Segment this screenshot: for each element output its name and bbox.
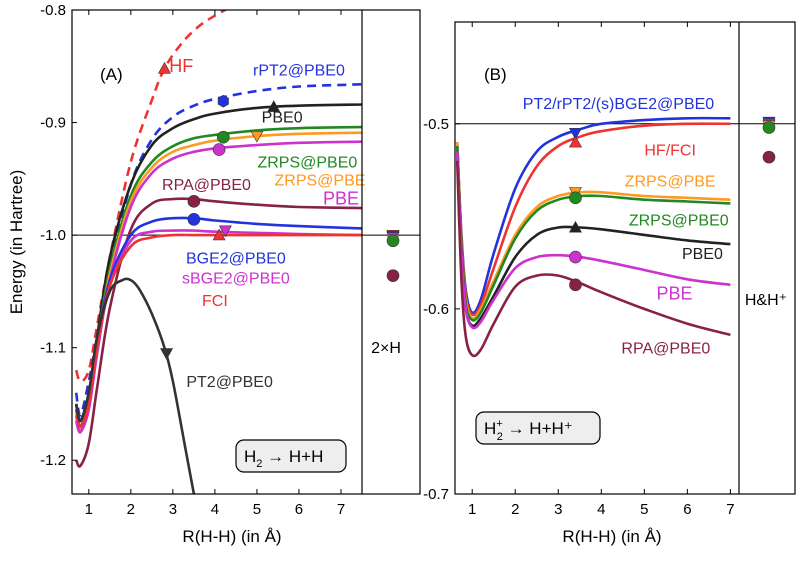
x-tick-label: 1 — [85, 501, 93, 518]
series-label-pt2-pbe0: PT2@PBE0 — [186, 374, 273, 391]
series-label-zrps-pbe0: ZRPS@PBE0 — [629, 213, 729, 230]
series-label-hf-fci: HF/FCI — [644, 142, 696, 159]
limit-marker-3 — [762, 121, 776, 134]
reaction-box: H+ 2 → H+H⁺ — [475, 411, 601, 445]
reaction-text: H+ 2 → H+H⁺ — [484, 418, 573, 443]
series-marker-zrps-pbe — [250, 130, 264, 143]
series-marker-rpa-pbe0 — [569, 278, 582, 292]
side-panel-label: H&H⁺ — [745, 292, 787, 309]
limit-marker-4 — [386, 234, 400, 248]
series-marker-pbe — [212, 143, 226, 156]
series-markers — [568, 127, 582, 292]
series-label-pbe0: PBE0 — [262, 110, 303, 127]
series-label-rpt2-pbe0: rPT2@PBE0 — [253, 62, 345, 79]
axes-frame — [71, 9, 421, 495]
x-tick-label: 1 — [468, 501, 476, 518]
series-line-rpa-pbe0 — [455, 160, 731, 358]
series-line-fci — [74, 233, 362, 428]
series-marker-hf — [157, 61, 171, 74]
series-line-pbe — [455, 151, 731, 330]
x-tick-label: 5 — [253, 501, 261, 518]
axes-frame — [454, 21, 796, 495]
series-marker-zrps-pbe0 — [569, 191, 582, 205]
series-marker-fci — [212, 228, 226, 241]
y-axis-label: Energy (in Hartree) — [7, 170, 26, 315]
series-label-rpa-pbe0: RPA@PBE0 — [621, 340, 710, 357]
series-label-zrps-pbe0: ZRPS@PBE0 — [257, 155, 357, 172]
x-axis-label: R(H-H) (in Å) — [182, 527, 281, 546]
series-marker-rpa-pbe0 — [187, 195, 201, 208]
series-marker-pbe — [569, 250, 582, 264]
x-tick-label: 6 — [295, 501, 303, 518]
series-label-fci: FCI — [202, 293, 228, 310]
series-line-rpa-pbe0 — [75, 197, 362, 468]
y-tick-label: -0.7 — [423, 486, 449, 503]
x-tick-label: 4 — [597, 501, 605, 518]
y-tick-label: -1.1 — [40, 340, 66, 357]
series-label-sbge2-pbe0: sBGE2@PBE0 — [182, 271, 290, 288]
x-tick-label: 2 — [511, 501, 519, 518]
series-curves — [455, 116, 731, 358]
panel-label: (B) — [484, 65, 507, 84]
x-tick-label: 3 — [554, 501, 562, 518]
series-label-zrps-pbe: ZRPS@PBE — [625, 174, 716, 191]
series-marker-sbge2-pbe0 — [218, 225, 232, 238]
series-marker-rpt2-pbe0 — [217, 94, 229, 108]
series-marker-pt2-rpt2-s-bge2-pbe0 — [568, 127, 582, 140]
y-tick-label: -0.8 — [40, 2, 66, 19]
series-label-bge2-pbe0: BGE2@PBE0 — [186, 250, 286, 267]
series-markers — [157, 61, 281, 360]
x-tick-label: 4 — [211, 501, 219, 518]
series-label-pbe: PBE — [656, 284, 692, 304]
y-tick-label: -0.9 — [40, 115, 66, 132]
series-marker-hf-fci — [568, 135, 582, 148]
y-tick-label: -0.5 — [423, 116, 449, 133]
y-tick-label: -0.6 — [423, 301, 449, 318]
series-label-hf: HF — [169, 56, 193, 76]
series-label-rpa-pbe0: RPA@PBE0 — [162, 177, 251, 194]
series-marker-pbe0 — [267, 100, 281, 112]
series-label-pbe0: PBE0 — [682, 246, 723, 263]
x-tick-label: 7 — [726, 501, 734, 518]
panel-label: (A) — [100, 65, 123, 84]
limit-marker-5 — [386, 269, 400, 282]
series-label-zrps-pbe: ZRPS@PBE — [275, 173, 366, 190]
series-label-pt2-rpt2-s-bge2-pbe0: PT2/rPT2/(s)BGE2@PBE0 — [523, 96, 715, 113]
series-marker-bge2-pbe0 — [187, 213, 201, 226]
series-marker-zrps-pbe0 — [217, 130, 230, 144]
series-label-pbe: PBE — [323, 189, 359, 209]
x-tick-label: 5 — [640, 501, 648, 518]
side-panel-label: 2×H — [371, 340, 401, 357]
x-tick-label: 7 — [337, 501, 345, 518]
series-marker-pbe0 — [568, 220, 582, 233]
series-marker-pt2-pbe0 — [160, 348, 174, 360]
x-tick-label: 3 — [169, 501, 177, 518]
x-tick-label: 2 — [127, 501, 135, 518]
reaction-box: H2 → H+H — [235, 439, 347, 473]
y-tick-label: -1.0 — [40, 227, 66, 244]
chart-panel-b: PT2/rPT2/(s)BGE2@PBE0 HF/FCI ZRPS@PBE ZRPS@… — [423, 21, 796, 546]
y-tick-label: -1.2 — [40, 452, 66, 469]
series-line-pt2-pbe0 — [74, 277, 196, 494]
series-line-rpt2-pbe0 — [74, 83, 362, 417]
x-axis-label: R(H-H) (in Å) — [562, 527, 661, 546]
x-tick-label: 6 — [683, 501, 691, 518]
reaction-text: H2 → H+H — [244, 447, 323, 470]
series-line-hf — [74, 10, 228, 383]
limit-marker-4 — [762, 150, 776, 164]
